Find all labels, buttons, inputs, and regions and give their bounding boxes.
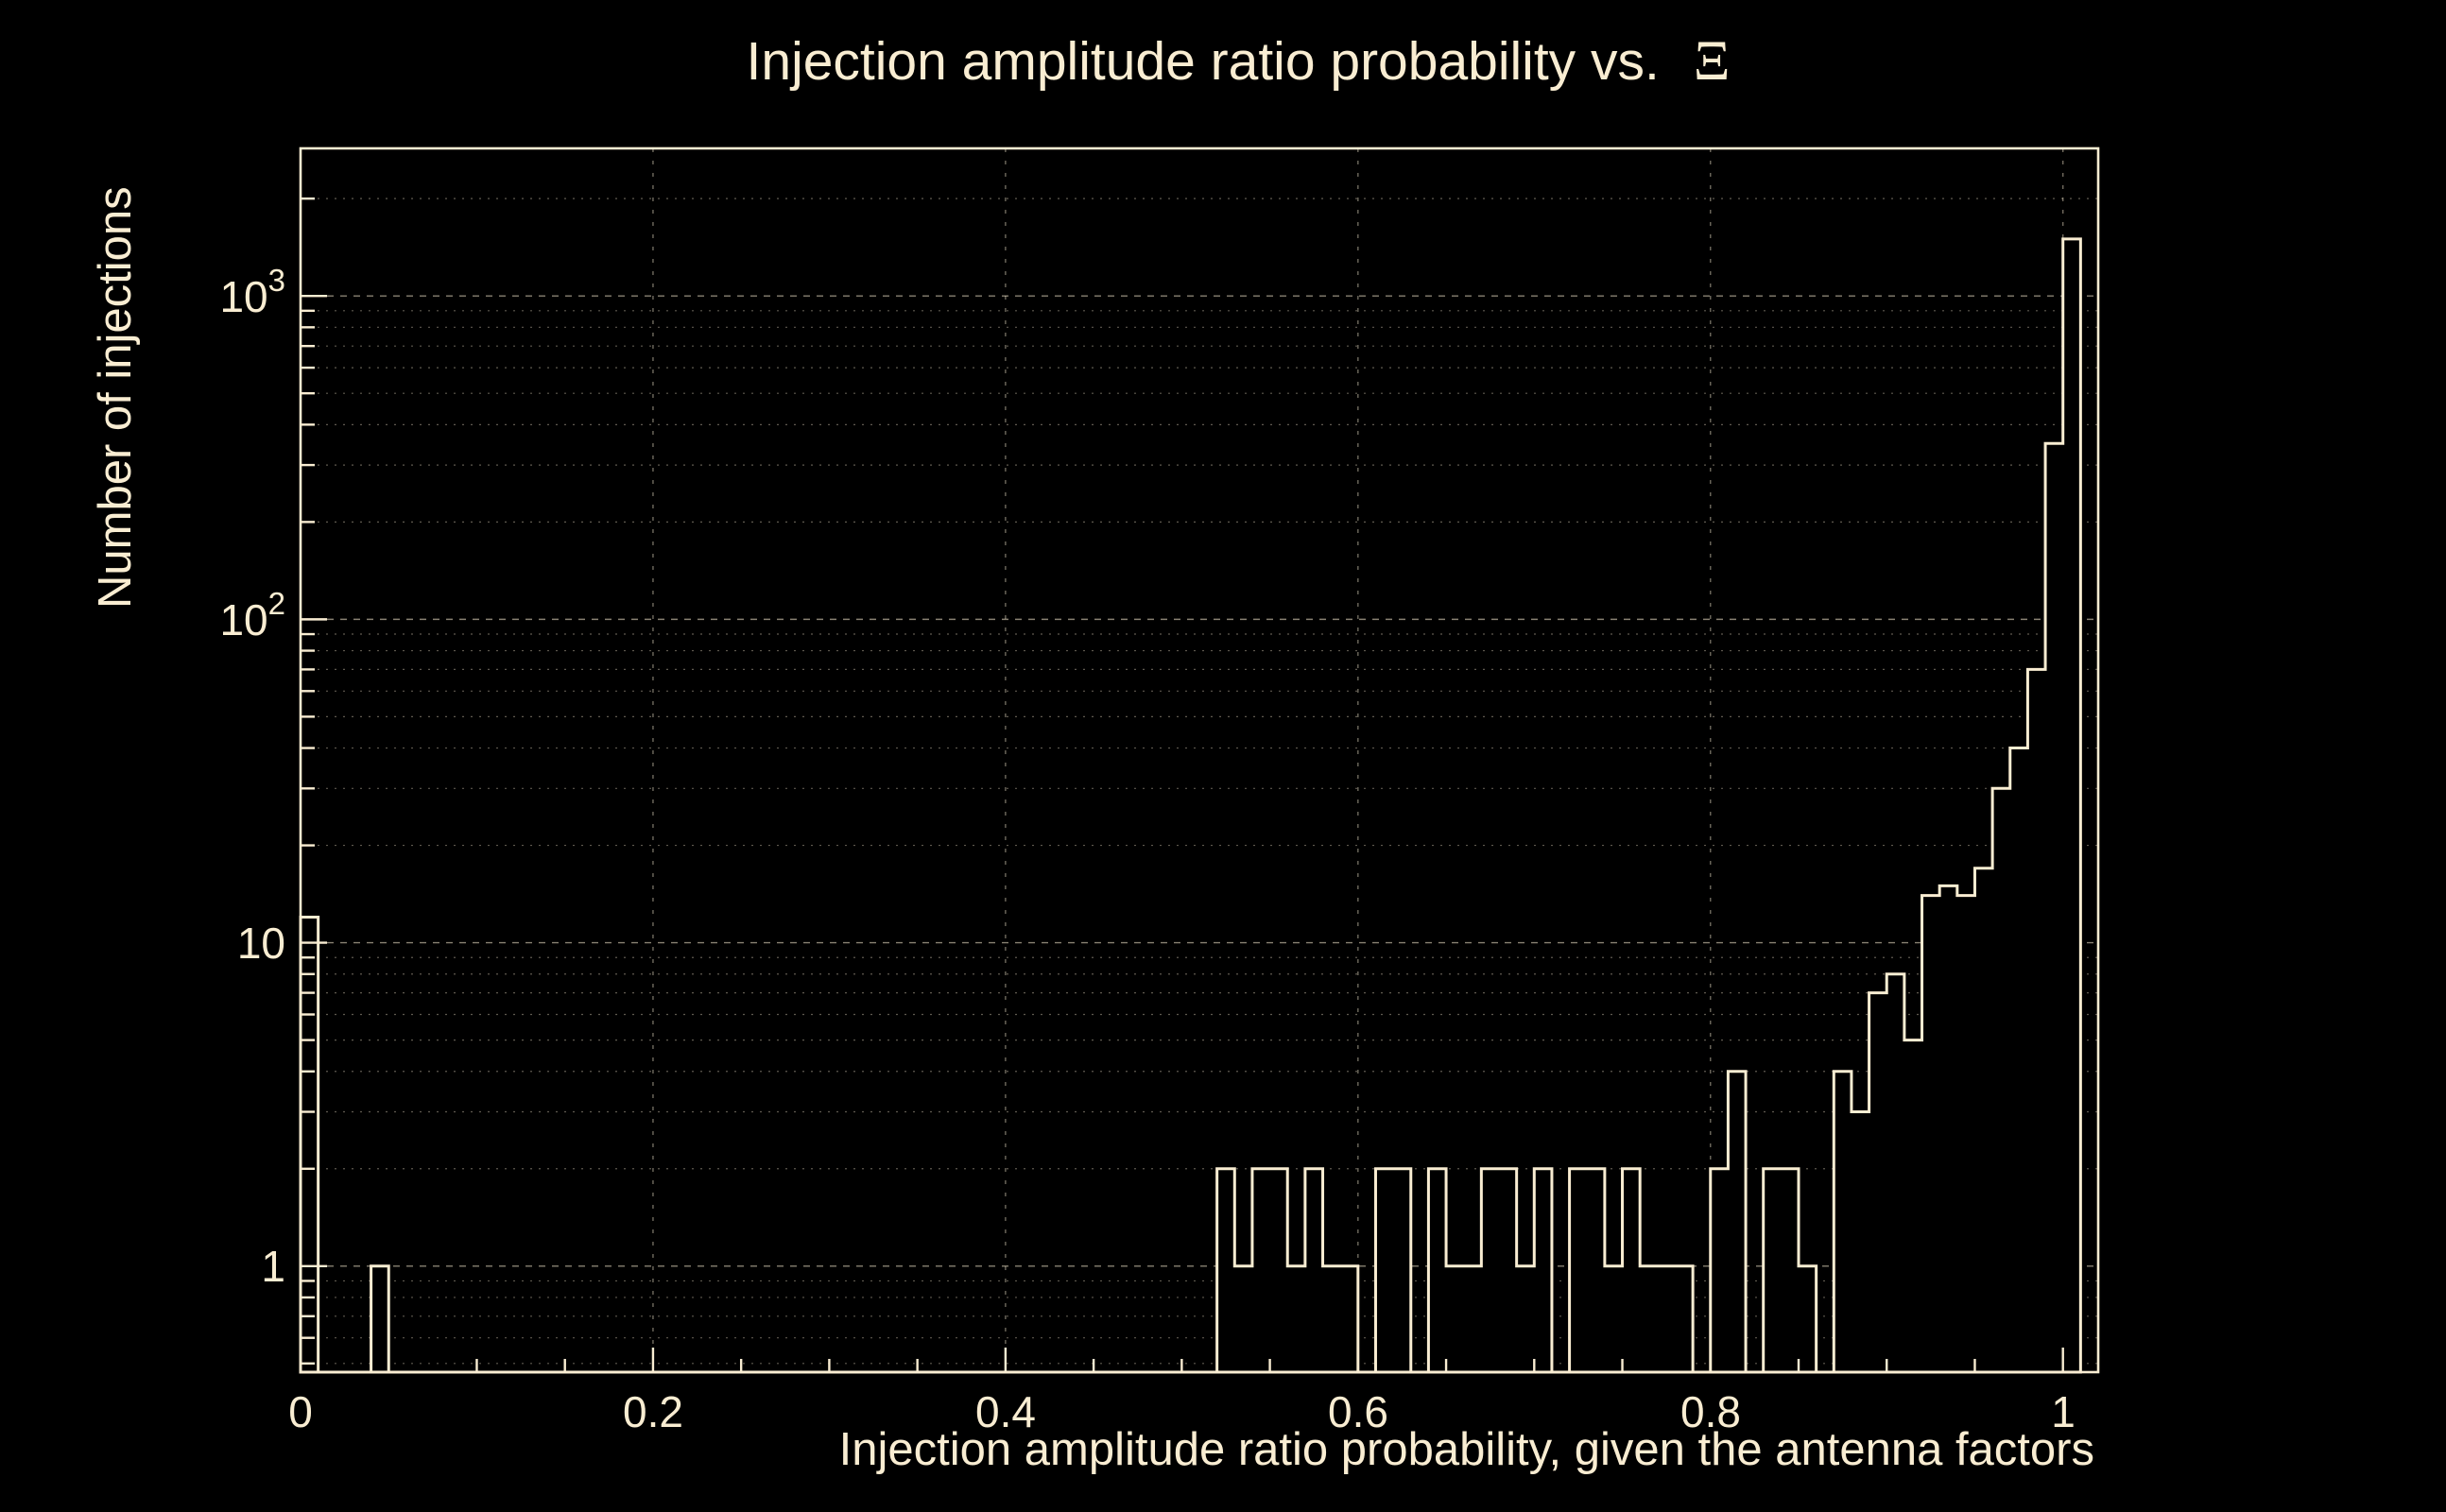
x-tick-label: 0.6 bbox=[1328, 1387, 1388, 1436]
y-tick-exponent: 2 bbox=[268, 586, 285, 621]
x-axis-label: Injection amplitude ratio probability, g… bbox=[839, 1424, 2094, 1475]
y-tick-base: 10 bbox=[219, 595, 267, 644]
plot-frame bbox=[299, 146, 2100, 1374]
x-tick-label: 0.4 bbox=[975, 1387, 1036, 1436]
y-tick-base: 10 bbox=[237, 919, 285, 968]
y-tick-label: 103 bbox=[219, 263, 285, 321]
histogram-layer bbox=[299, 237, 2082, 1374]
chart-title-text: Injection amplitude ratio probability vs… bbox=[747, 31, 1660, 92]
x-tick-label: 1 bbox=[2051, 1387, 2076, 1436]
x-tick-label: 0.2 bbox=[623, 1387, 683, 1436]
grid-layer bbox=[301, 148, 2098, 1372]
y-tick-label: 10 bbox=[237, 919, 285, 968]
histogram-path bbox=[299, 237, 2082, 1374]
x-tick-label: 0.8 bbox=[1680, 1387, 1741, 1436]
y-tick-label: 1 bbox=[261, 1242, 285, 1291]
y-tick-label: 102 bbox=[219, 586, 285, 644]
y-tick-exponent: 3 bbox=[268, 263, 285, 298]
x-tick-label: 0 bbox=[288, 1387, 313, 1436]
y-tick-base: 10 bbox=[219, 272, 267, 321]
axis-layer bbox=[299, 146, 2100, 1374]
y-axis-label: Number of injections bbox=[90, 186, 141, 609]
y-tick-base: 1 bbox=[261, 1242, 285, 1291]
chart-title-symbol: Ξ bbox=[1694, 29, 1731, 92]
chart-title: Injection amplitude ratio probability vs… bbox=[747, 29, 1731, 92]
